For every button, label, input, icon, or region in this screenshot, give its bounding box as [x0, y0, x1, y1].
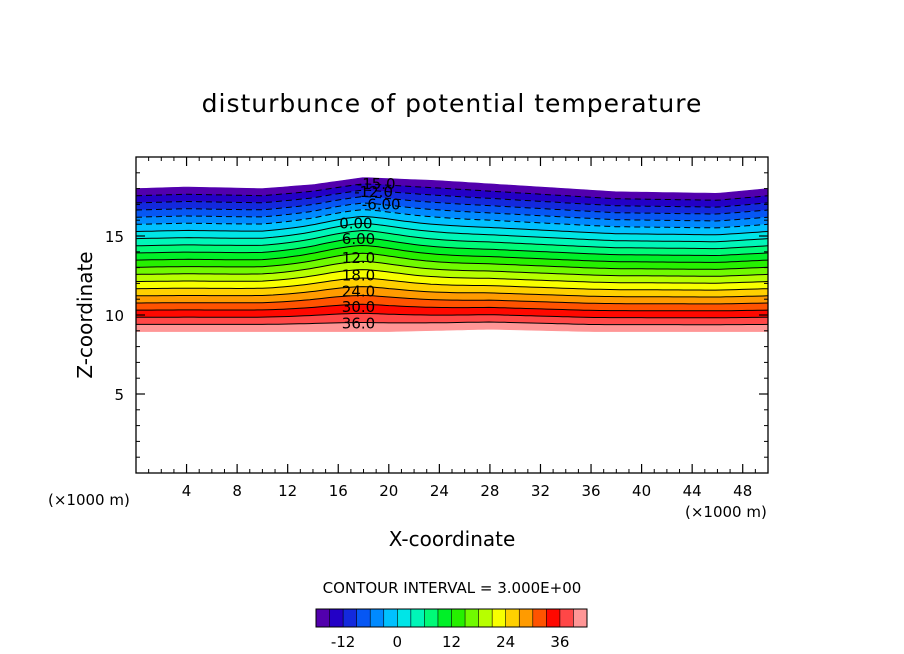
temperature-field: [136, 177, 768, 332]
colorbar-swatch: [383, 609, 398, 627]
x-tick-label: 12: [278, 482, 297, 500]
z-unit-label: (×1000 m): [48, 491, 130, 509]
x-tick-label: 20: [379, 482, 398, 500]
contour-label: 12.0: [342, 249, 375, 267]
z-tick-label: 5: [114, 386, 124, 404]
colorbar-swatch: [505, 609, 520, 627]
x-tick-label: 8: [232, 482, 242, 500]
x-tick-label: 32: [531, 482, 550, 500]
contour-label: 36.0: [342, 315, 375, 333]
contour-line: [136, 321, 768, 326]
contour-label: 24.0: [342, 282, 375, 300]
chart-title: disturbunce of potential temperature: [202, 89, 703, 118]
colorbar-swatch: [356, 609, 371, 627]
contour-line: [136, 303, 768, 312]
contour-label: 18.0: [342, 267, 375, 285]
colorbar-swatch: [519, 609, 534, 627]
contour-line: [136, 294, 768, 305]
contour-line: [136, 196, 768, 215]
colorbar-tick-label: 24: [496, 633, 515, 651]
colorbar-swatch: [397, 609, 412, 627]
contour-line: [136, 209, 768, 229]
x-unit-label: (×1000 m): [685, 503, 767, 521]
y-axis-title: Z-coordinate: [73, 251, 97, 378]
contour-line: [136, 222, 768, 243]
contour-line: [136, 277, 768, 291]
colorbar-swatch: [329, 609, 344, 627]
contour-line: [136, 229, 768, 250]
contour-line: [136, 286, 768, 298]
contour-line: [136, 237, 768, 256]
x-tick-label: 36: [581, 482, 600, 500]
contour-line: [136, 252, 768, 270]
x-tick-label: 24: [430, 482, 449, 500]
colorbar-swatch: [532, 609, 547, 627]
colorbar-swatch: [546, 609, 561, 627]
z-tick-label: 15: [105, 228, 124, 246]
colorbar-swatch: [410, 609, 425, 627]
colorbar-swatch: [478, 609, 493, 627]
colorbar-swatch: [343, 609, 357, 627]
contour-label: -6.00: [362, 195, 401, 213]
colorbar-tick-label: 0: [393, 633, 403, 651]
contour-lines: [136, 183, 768, 326]
colorbar-tick-label: -12: [331, 633, 356, 651]
colorbar-tick-label: 36: [550, 633, 569, 651]
colorbar-frame: [315, 608, 588, 628]
x-tick-label: 44: [683, 482, 702, 500]
colorbar-swatch: [465, 609, 479, 627]
colorbar: -12 0 12 24 36: [315, 608, 588, 651]
x-tick-label: 48: [733, 482, 752, 500]
colorbar-swatch: [492, 609, 506, 627]
contour-line: [136, 312, 768, 319]
x-tick-label: 40: [632, 482, 651, 500]
x-axis-title: X-coordinate: [389, 527, 516, 551]
colorbar-tick-label: 12: [442, 633, 461, 651]
contour-line: [136, 260, 768, 277]
contour-label: 0.00: [339, 214, 372, 232]
contour-label: 6.00: [342, 230, 375, 248]
colorbar-swatch: [316, 609, 330, 627]
contour-line: [136, 244, 768, 263]
colorbar-swatch: [451, 609, 466, 627]
x-tick-label: 28: [480, 482, 499, 500]
colorbar-swatch: [437, 609, 452, 627]
z-tick-label: 10: [105, 307, 124, 325]
contour-label: -12.0: [354, 183, 393, 201]
contour-labels: -15.0-12.0-6.000.006.0012.018.024.030.03…: [339, 175, 400, 333]
contour-line: [136, 202, 768, 222]
colorbar-swatch: [559, 609, 574, 627]
contour-interval-text: CONTOUR INTERVAL = 3.000E+00: [323, 579, 582, 597]
contour-line: [136, 189, 768, 208]
contour-line: [136, 183, 768, 201]
colorbar-swatch: [370, 609, 385, 627]
contour-line: [136, 215, 768, 236]
x-tick-label: 4: [182, 482, 192, 500]
contour-label: -15.0: [357, 175, 396, 193]
x-tick-label: 16: [329, 482, 348, 500]
colorbar-swatch: [424, 609, 439, 627]
colorbar-swatch: [573, 609, 588, 627]
contour-line: [136, 269, 768, 284]
contour-label: 30.0: [342, 298, 375, 316]
